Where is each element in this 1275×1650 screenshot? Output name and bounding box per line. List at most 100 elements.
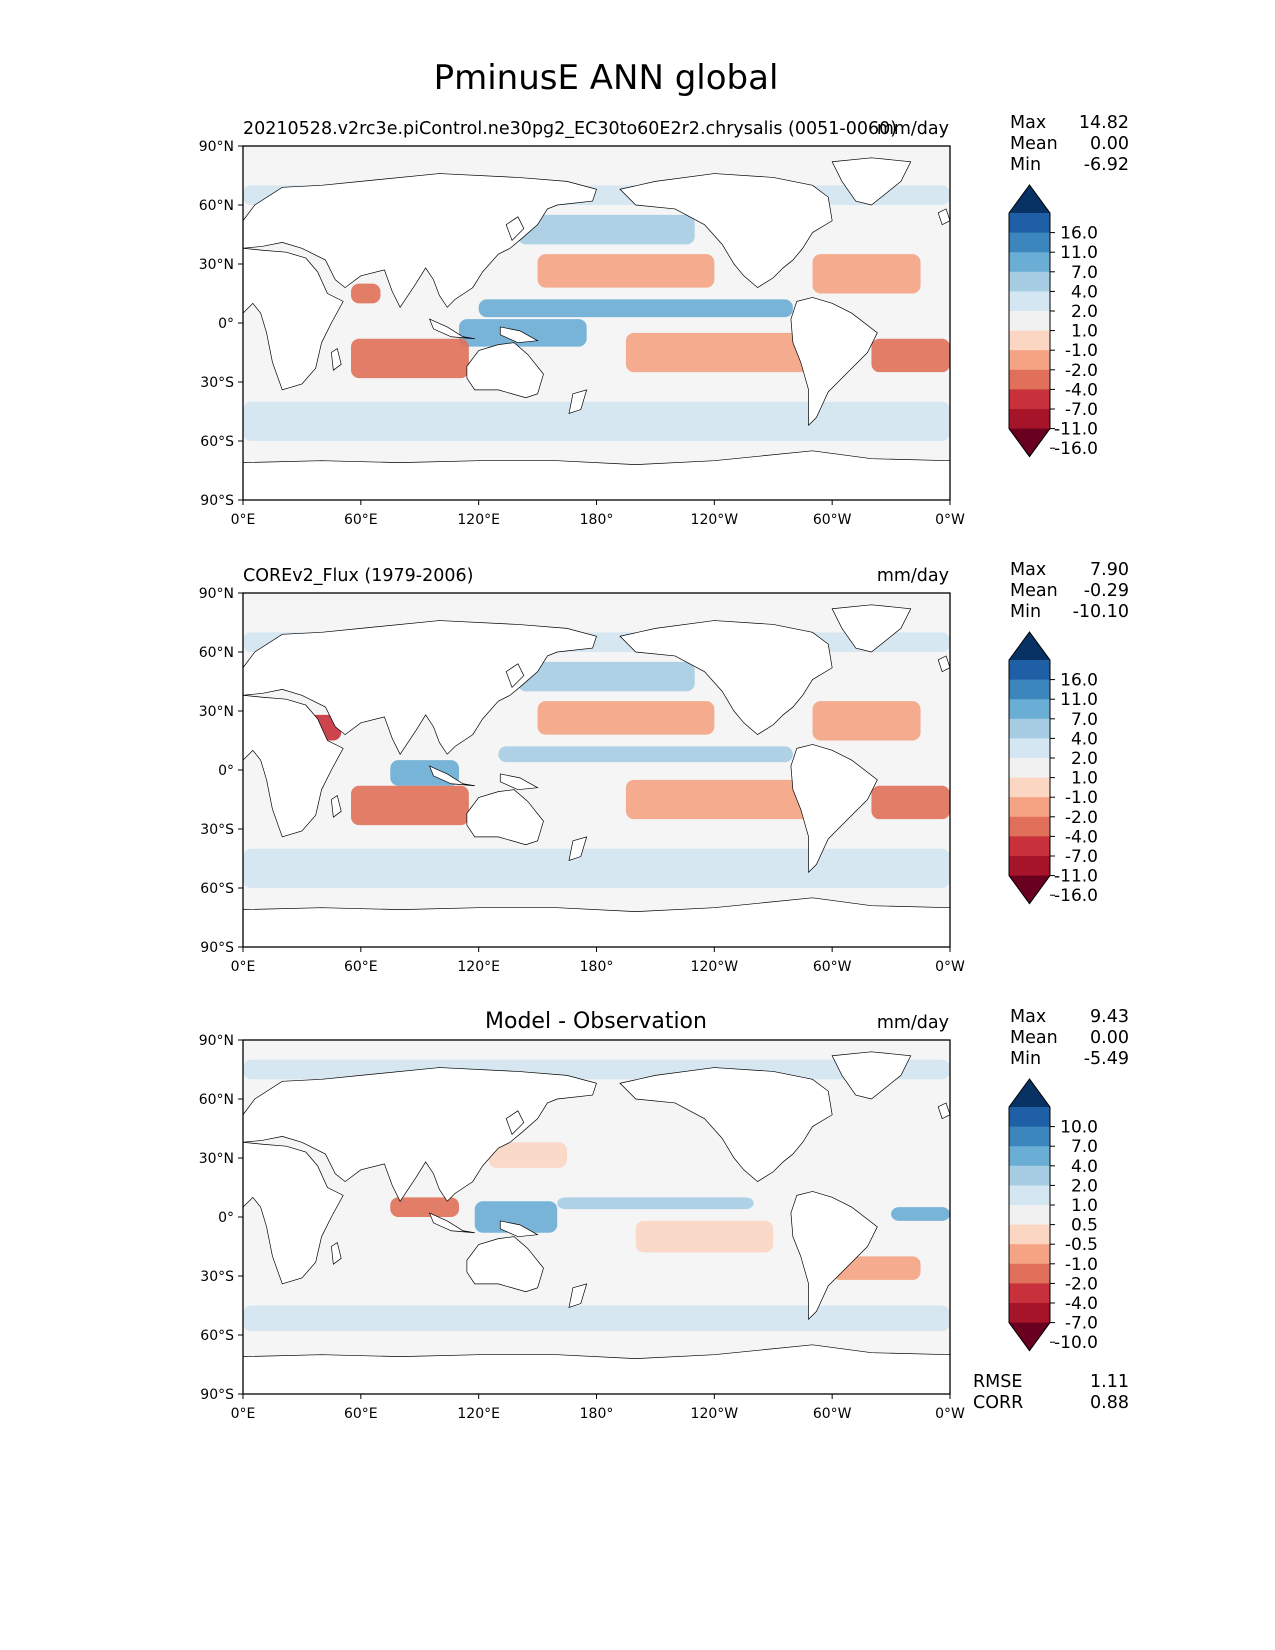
- colorbar-swatch: [1009, 1146, 1050, 1167]
- stat-value: -0.29: [1084, 581, 1129, 601]
- colorbar-level-label: -4.0: [1065, 827, 1098, 847]
- colorbar-level-label: 0.5: [1071, 1216, 1098, 1236]
- lon-tick-label: 180°: [580, 512, 614, 528]
- colorbar-swatch: [1009, 699, 1050, 720]
- lon-tick-label: 0°E: [231, 1406, 256, 1422]
- panel-units: mm/day: [877, 566, 949, 586]
- colorbar-extend-max: [1009, 632, 1050, 660]
- colorbar-level-label: -11.0: [1054, 867, 1098, 887]
- colorbar-extend-max: [1009, 185, 1050, 213]
- lon-tick-label: 60°W: [813, 959, 852, 975]
- lon-tick-label: 60°E: [344, 1406, 378, 1422]
- pe-anomaly-region: [488, 1142, 568, 1168]
- metric-value: 0.88: [1090, 1393, 1129, 1413]
- lon-tick-label: 60°W: [813, 1406, 852, 1422]
- pe-anomaly-region: [537, 254, 715, 288]
- colorbar-swatch: [1009, 1126, 1050, 1147]
- colorbar-swatch: [1009, 369, 1050, 390]
- pe-anomaly-region: [517, 661, 695, 692]
- pe-anomaly-region: [351, 785, 469, 826]
- lat-tick-label: 30°N: [199, 1151, 234, 1167]
- lon-tick-label: 120°W: [691, 1406, 739, 1422]
- metric-label: CORR: [973, 1393, 1023, 1413]
- colorbar-level-label: 1.0: [1071, 1196, 1098, 1216]
- colorbar-swatch: [1009, 797, 1050, 818]
- colorbar-level-label: 4.0: [1071, 1157, 1098, 1177]
- pe-anomaly-region: [557, 1197, 754, 1210]
- colorbar-swatch: [1009, 738, 1050, 759]
- stat-value: 9.43: [1090, 1007, 1129, 1027]
- panel-units: mm/day: [877, 1013, 949, 1033]
- lon-tick-label: 60°E: [344, 959, 378, 975]
- lon-tick-label: 0°W: [935, 512, 965, 528]
- lat-tick-label: 60°S: [200, 881, 234, 897]
- pe-anomaly-region: [625, 332, 813, 373]
- colorbar: 16.011.07.04.02.01.0-1.0-2.0-4.0-7.0-11.…: [1008, 184, 1098, 459]
- colorbar-level-label: -16.0: [1054, 886, 1098, 906]
- map-panel: COREv2_Flux (1979-2006) mm/day 90°N 60°N 30°…: [199, 560, 1129, 975]
- pe-anomaly-region: [871, 338, 950, 373]
- colorbar-level-label: -2.0: [1065, 361, 1098, 381]
- pe-anomaly-region: [517, 214, 695, 245]
- colorbar-level-label: -10.0: [1054, 1333, 1098, 1353]
- stat-value: 7.90: [1090, 560, 1129, 580]
- stat-label: Mean: [1010, 1028, 1058, 1048]
- lon-tick-label: 120°E: [457, 1406, 500, 1422]
- stat-label: Max: [1010, 560, 1046, 580]
- colorbar-level-label: 7.0: [1071, 1137, 1098, 1157]
- colorbar-level-label: 16.0: [1060, 224, 1098, 244]
- colorbar-level-label: 7.0: [1071, 263, 1098, 283]
- colorbar-swatch: [1009, 271, 1050, 292]
- colorbar-level-label: 4.0: [1071, 282, 1098, 302]
- colorbar-level-label: 2.0: [1071, 302, 1098, 322]
- colorbar-swatch: [1009, 311, 1050, 332]
- colorbar-level-label: -1.0: [1065, 788, 1098, 808]
- lon-tick-label: 0°W: [935, 1406, 965, 1422]
- stat-label: Min: [1010, 1049, 1041, 1069]
- stat-label: Min: [1010, 155, 1041, 175]
- lon-tick-label: 0°W: [935, 959, 965, 975]
- colorbar-swatch: [1009, 409, 1050, 430]
- metric-value: 1.11: [1090, 1372, 1129, 1392]
- stat-value: 14.82: [1079, 113, 1129, 133]
- colorbar-swatch: [1009, 1303, 1050, 1324]
- colorbar-swatch: [1009, 1165, 1050, 1186]
- colorbar-swatch: [1009, 330, 1050, 351]
- lat-tick-label: 30°N: [199, 257, 234, 273]
- colorbar-swatch: [1009, 718, 1050, 739]
- stat-value: 0.00: [1090, 1028, 1129, 1048]
- pe-anomaly-region: [498, 746, 793, 763]
- colorbar-swatch: [1009, 836, 1050, 857]
- colorbar-level-label: 7.0: [1071, 710, 1098, 730]
- pe-anomaly-region: [243, 1305, 950, 1332]
- lon-tick-label: 120°E: [457, 959, 500, 975]
- lat-tick-label: 60°N: [199, 645, 234, 661]
- pe-anomaly-region: [871, 785, 950, 820]
- colorbar-extend-min: [1009, 428, 1050, 457]
- pe-anomaly-region: [390, 1197, 460, 1217]
- colorbar-level-label: -0.5: [1065, 1235, 1098, 1255]
- colorbar-swatch: [1009, 252, 1050, 273]
- colorbar-swatch: [1009, 679, 1050, 700]
- lon-tick-label: 60°W: [813, 512, 852, 528]
- colorbar-extend-min: [1009, 1322, 1050, 1351]
- stat-value: -6.92: [1084, 155, 1129, 175]
- colorbar-level-label: -7.0: [1065, 847, 1098, 867]
- colorbar-swatch: [1009, 1244, 1050, 1265]
- colorbar-level-label: -4.0: [1065, 380, 1098, 400]
- lat-tick-label: 90°S: [200, 493, 234, 509]
- colorbar-level-label: 11.0: [1060, 690, 1098, 710]
- colorbar-level-label: -7.0: [1065, 1314, 1098, 1334]
- colorbar-swatch: [1009, 291, 1050, 312]
- pe-anomaly-region: [351, 283, 381, 304]
- stat-label: Max: [1010, 1007, 1046, 1027]
- stats-block: Max 7.90 Mean -0.29 Min -10.10: [1010, 560, 1129, 622]
- pe-anomaly-region: [474, 1201, 558, 1233]
- pe-anomaly-region: [891, 1207, 950, 1221]
- pe-field: [243, 1050, 950, 1394]
- lat-tick-label: 90°S: [200, 1387, 234, 1403]
- colorbar-swatch: [1009, 816, 1050, 837]
- colorbar-level-label: -2.0: [1065, 1274, 1098, 1294]
- lon-tick-label: 180°: [580, 1406, 614, 1422]
